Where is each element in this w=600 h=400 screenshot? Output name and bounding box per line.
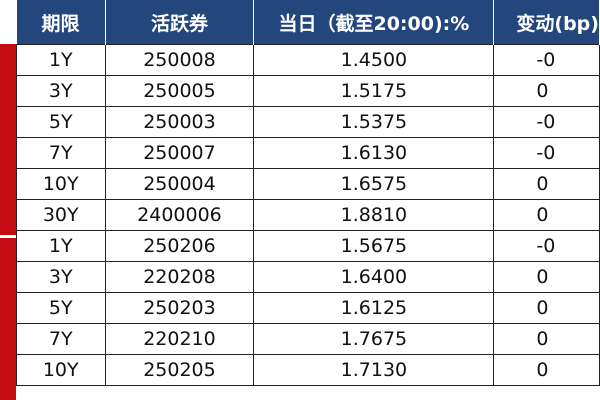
tenor-cell[interactable]: 3Y <box>16 261 106 293</box>
yield-cell[interactable]: 1.6125 <box>253 292 495 324</box>
tenor-cell[interactable]: 7Y <box>16 137 106 169</box>
change-cell[interactable]: 0 <box>493 75 600 107</box>
table-row: 5Y 250203 1.6125 0 <box>16 292 600 324</box>
table-row: 3Y 220208 1.6400 0 <box>16 261 600 293</box>
yield-cell[interactable]: 1.6400 <box>253 261 495 293</box>
change-cell[interactable]: -0 <box>493 230 600 262</box>
tenor-cell[interactable]: 10Y <box>16 168 106 200</box>
table-row: 7Y 220210 1.7675 0 <box>16 323 600 355</box>
bond-code-cell[interactable]: 250008 <box>104 44 255 76</box>
header-today-yield[interactable]: 当日（截至20:00):% <box>253 0 495 45</box>
bond-code-cell[interactable]: 250007 <box>104 137 255 169</box>
table-row: 3Y 250005 1.5175 0 <box>16 75 600 107</box>
group-band-1 <box>0 44 16 235</box>
change-cell[interactable]: 0 <box>493 354 600 386</box>
tenor-cell[interactable]: 3Y <box>16 75 106 107</box>
bond-code-cell[interactable]: 250004 <box>104 168 255 200</box>
change-cell[interactable]: 0 <box>493 292 600 324</box>
table-row: 5Y 250003 1.5375 -0 <box>16 106 600 138</box>
header-tenor[interactable]: 期限 <box>16 0 106 45</box>
bond-code-cell[interactable]: 250206 <box>104 230 255 262</box>
change-cell[interactable]: -0 <box>493 44 600 76</box>
bond-code-cell[interactable]: 2400006 <box>104 199 255 231</box>
yield-cell[interactable]: 1.8810 <box>253 199 495 231</box>
group-separator <box>0 235 16 238</box>
table-row: 30Y 2400006 1.8810 0 <box>16 199 600 231</box>
bond-code-cell[interactable]: 220208 <box>104 261 255 293</box>
change-cell[interactable]: -0 <box>493 106 600 138</box>
yield-cell[interactable]: 1.5375 <box>253 106 495 138</box>
change-cell[interactable]: 0 <box>493 168 600 200</box>
table-row: 10Y 250205 1.7130 0 <box>16 354 600 386</box>
table-body: 1Y 250008 1.4500 -0 3Y 250005 1.5175 0 5Y 250003 1… <box>16 44 600 386</box>
yield-cell[interactable]: 1.4500 <box>253 44 495 76</box>
bond-code-cell[interactable]: 250003 <box>104 106 255 138</box>
tenor-cell[interactable]: 1Y <box>16 44 106 76</box>
bond-code-cell[interactable]: 250005 <box>104 75 255 107</box>
change-cell[interactable]: 0 <box>493 261 600 293</box>
header-change[interactable]: 变动(bp) <box>493 0 600 45</box>
tenor-cell[interactable]: 5Y <box>16 292 106 324</box>
change-cell[interactable]: -0 <box>493 137 600 169</box>
bond-code-cell[interactable]: 220210 <box>104 323 255 355</box>
change-cell[interactable]: 0 <box>493 199 600 231</box>
bond-code-cell[interactable]: 250205 <box>104 354 255 386</box>
tenor-cell[interactable]: 10Y <box>16 354 106 386</box>
yield-cell[interactable]: 1.6575 <box>253 168 495 200</box>
table-row: 1Y 250008 1.4500 -0 <box>16 44 600 76</box>
table-row: 7Y 250007 1.6130 -0 <box>16 137 600 169</box>
header-row: 期限 活跃券 当日（截至20:00):% 变动(bp) <box>16 0 600 45</box>
yield-cell[interactable]: 1.5175 <box>253 75 495 107</box>
table-row: 10Y 250004 1.6575 0 <box>16 168 600 200</box>
header-active-bond[interactable]: 活跃券 <box>105 0 255 45</box>
yield-cell[interactable]: 1.7130 <box>253 354 495 386</box>
yield-cell[interactable]: 1.5675 <box>253 230 495 262</box>
tenor-cell[interactable]: 1Y <box>16 230 106 262</box>
yield-table: 期限 活跃券 当日（截至20:00):% 变动(bp) 1Y 250008 1.45… <box>16 0 600 386</box>
yield-cell[interactable]: 1.7675 <box>253 323 495 355</box>
table-row: 1Y 250206 1.5675 -0 <box>16 230 600 262</box>
tenor-cell[interactable]: 5Y <box>16 106 106 138</box>
tenor-cell[interactable]: 7Y <box>16 323 106 355</box>
tenor-cell[interactable]: 30Y <box>16 199 106 231</box>
group-band-2 <box>0 238 16 400</box>
yield-cell[interactable]: 1.6130 <box>253 137 495 169</box>
bond-code-cell[interactable]: 250203 <box>104 292 255 324</box>
change-cell[interactable]: 0 <box>493 323 600 355</box>
